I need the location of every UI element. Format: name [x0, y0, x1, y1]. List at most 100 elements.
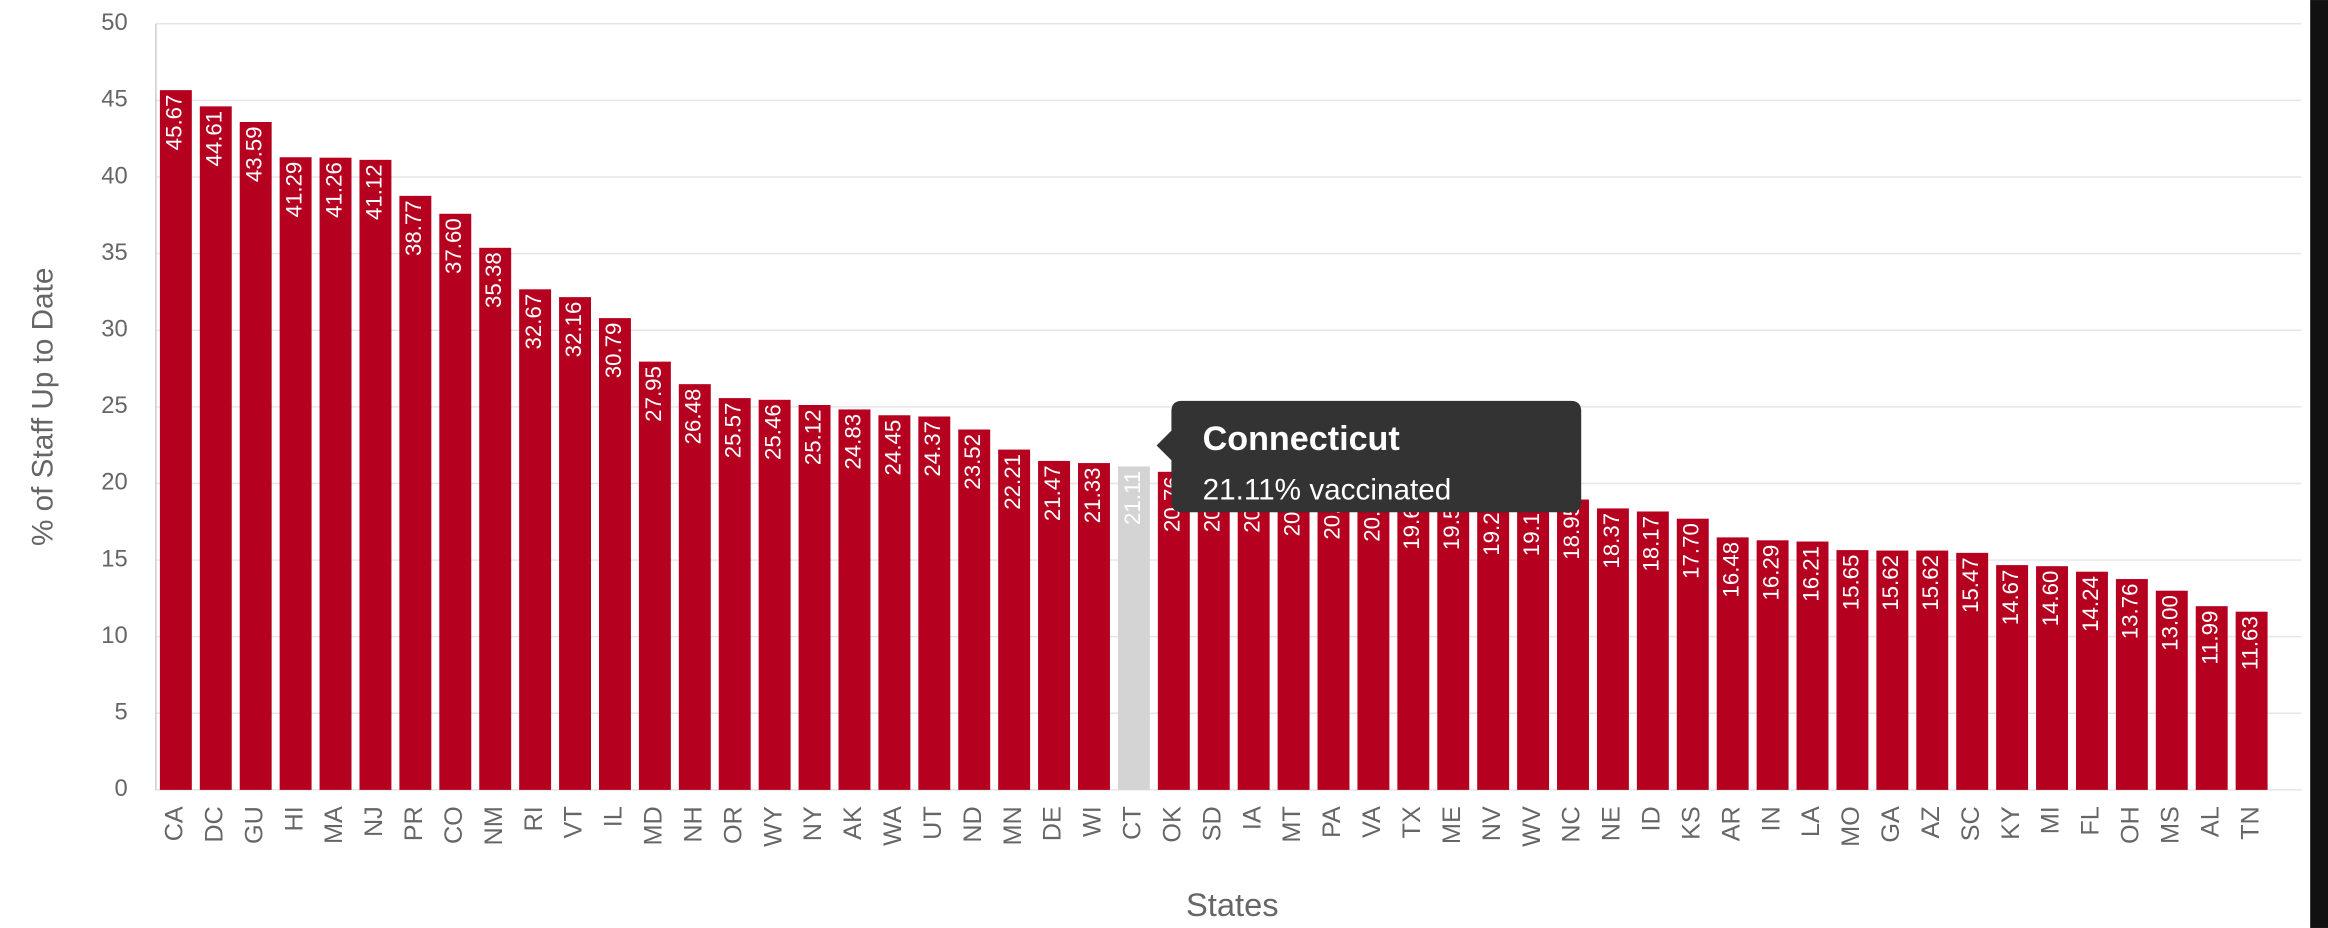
value-label: 14.24	[2078, 576, 2103, 632]
value-label: 41.29	[281, 162, 306, 218]
tooltip-box	[1156, 400, 1582, 513]
value-label: 41.26	[321, 162, 346, 218]
bar	[2235, 611, 2268, 790]
x-tick-label: IA	[1238, 806, 1266, 830]
value-label: 45.67	[162, 95, 187, 151]
bar	[1477, 495, 1510, 790]
x-tick-label: MO	[1837, 806, 1865, 847]
value-label: 16.21	[1798, 546, 1823, 602]
x-tick-label: NV	[1478, 806, 1506, 841]
bar	[1996, 565, 2029, 790]
x-tick-label: WI	[1079, 806, 1107, 837]
x-tick-label: SD	[1198, 806, 1226, 841]
x-tick-label: WY	[759, 806, 787, 847]
bar	[678, 384, 711, 790]
bar	[838, 409, 871, 790]
x-tick-label: MN	[999, 806, 1027, 845]
value-label: 37.60	[441, 218, 466, 274]
value-label: 24.45	[880, 420, 905, 476]
x-tick-label: UT	[919, 806, 947, 840]
value-label: 11.63	[2238, 616, 2263, 670]
y-axis-title: % of Staff Up to Date	[26, 268, 59, 546]
bar	[878, 415, 911, 790]
x-tick-label: AZ	[1917, 806, 1945, 838]
bar	[1157, 471, 1190, 790]
x-tick-label: DE	[1039, 806, 1067, 841]
x-tick-label: KY	[1997, 806, 2025, 840]
x-tick-label: MD	[640, 806, 668, 845]
x-tick-label: HI	[280, 806, 308, 831]
bar	[399, 195, 432, 790]
bar	[1078, 463, 1110, 790]
x-tick-label: IL	[600, 806, 628, 827]
x-tick-label: LA	[1797, 806, 1825, 837]
value-label: 24.83	[840, 414, 865, 470]
x-tick-label: ME	[1438, 806, 1466, 844]
bar	[1117, 466, 1150, 790]
x-tick-label: NM	[480, 806, 508, 845]
tooltip: Connecticut 21.11% vaccinated	[1156, 400, 1582, 513]
bar	[2036, 566, 2068, 790]
value-label: 15.62	[1878, 555, 1903, 611]
value-label: 25.12	[800, 409, 825, 465]
bar	[199, 106, 232, 790]
x-tick-label: SC	[1957, 806, 1985, 841]
bar	[1317, 479, 1350, 790]
value-label: 32.67	[521, 294, 546, 350]
x-tick-label: AL	[2196, 806, 2224, 837]
x-tick-label: WV	[1518, 806, 1546, 847]
value-label: 35.38	[481, 252, 506, 308]
x-tick-label: VA	[1358, 806, 1386, 838]
bar	[239, 122, 272, 790]
bar	[1397, 489, 1430, 790]
bar	[159, 90, 192, 790]
bar	[1636, 511, 1669, 790]
x-tick-label: MS	[2156, 806, 2184, 844]
x-tick-label: FL	[2077, 806, 2105, 835]
value-label: 25.46	[761, 404, 786, 460]
bar	[1796, 541, 1829, 790]
value-label: 14.67	[1998, 570, 2023, 626]
x-tick-label: CT	[1119, 806, 1147, 840]
value-label: 15.62	[1918, 555, 1943, 611]
value-label: 13.76	[2118, 584, 2143, 640]
x-tick-label: TN	[2236, 806, 2264, 840]
value-label: 17.70	[1679, 523, 1704, 579]
bar	[439, 213, 472, 790]
x-tick-label: OR	[719, 806, 747, 844]
x-tick-label: VT	[560, 806, 588, 838]
bar	[1277, 476, 1310, 790]
y-tick-label: 35	[101, 239, 127, 266]
bar	[1876, 550, 1909, 790]
x-tick-label: NE	[1598, 806, 1626, 841]
bar	[798, 405, 831, 790]
bar	[1756, 540, 1789, 790]
bar	[1916, 550, 1949, 790]
bar	[559, 297, 592, 790]
bar	[998, 449, 1031, 790]
value-label: 21.47	[1040, 465, 1065, 521]
value-label: 22.21	[1000, 454, 1025, 510]
bar	[1956, 552, 1989, 790]
value-label: 44.61	[202, 111, 227, 167]
bar	[718, 398, 751, 790]
x-tick-label: GU	[240, 806, 268, 844]
tooltip-text: 21.11% vaccinated	[1203, 473, 1452, 506]
value-label: 18.17	[1639, 516, 1664, 572]
x-tick-label: AK	[839, 806, 867, 840]
value-label: 11.99	[2198, 611, 2223, 665]
value-label: 26.48	[681, 389, 706, 445]
value-label: 25.57	[721, 403, 746, 459]
value-label: 21.33	[1080, 468, 1105, 524]
bar	[1836, 550, 1869, 790]
bar	[598, 318, 631, 790]
y-tick-label: 30	[101, 316, 127, 343]
x-tick-label: OK	[1158, 806, 1186, 843]
x-tick-label: PR	[400, 806, 428, 841]
x-tick-label: PA	[1318, 806, 1346, 838]
x-tick-label: MT	[1278, 806, 1306, 842]
bar	[1716, 537, 1749, 790]
bar	[519, 289, 552, 790]
bar	[1437, 489, 1470, 790]
